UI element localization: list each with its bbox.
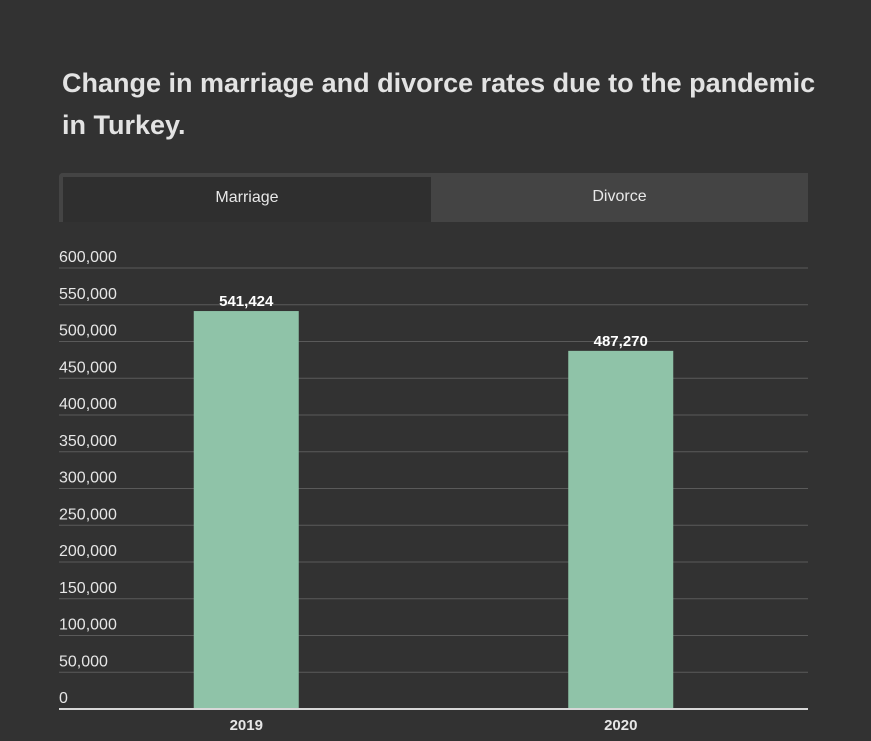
y-tick-label: 300,000 xyxy=(59,470,117,487)
y-tick-label: 150,000 xyxy=(59,580,117,597)
y-tick-label: 250,000 xyxy=(59,506,117,523)
x-tick-label: 2019 xyxy=(230,717,263,734)
y-tick-label: 100,000 xyxy=(59,617,117,634)
tab-bar: Marriage Divorce xyxy=(59,173,808,222)
x-tick-label: 2020 xyxy=(604,717,637,734)
y-tick-label: 450,000 xyxy=(59,359,117,376)
y-tick-label: 0 xyxy=(59,690,68,707)
y-tick-label: 400,000 xyxy=(59,396,117,413)
y-tick-label: 50,000 xyxy=(59,653,108,670)
y-tick-label: 200,000 xyxy=(59,543,117,560)
y-tick-label: 350,000 xyxy=(59,433,117,450)
bar-2020 xyxy=(568,350,674,709)
y-tick-label: 500,000 xyxy=(59,323,117,340)
data-label: 541,424 xyxy=(219,293,274,310)
tab-marriage[interactable]: Marriage xyxy=(59,173,431,222)
chart-title: Change in marriage and divorce rates due… xyxy=(62,68,816,140)
data-label: 487,270 xyxy=(594,333,648,350)
bar-2019 xyxy=(193,311,299,709)
y-tick-label: 600,000 xyxy=(59,249,117,266)
y-tick-label: 550,000 xyxy=(59,286,117,303)
tab-divorce[interactable]: Divorce xyxy=(431,173,808,222)
